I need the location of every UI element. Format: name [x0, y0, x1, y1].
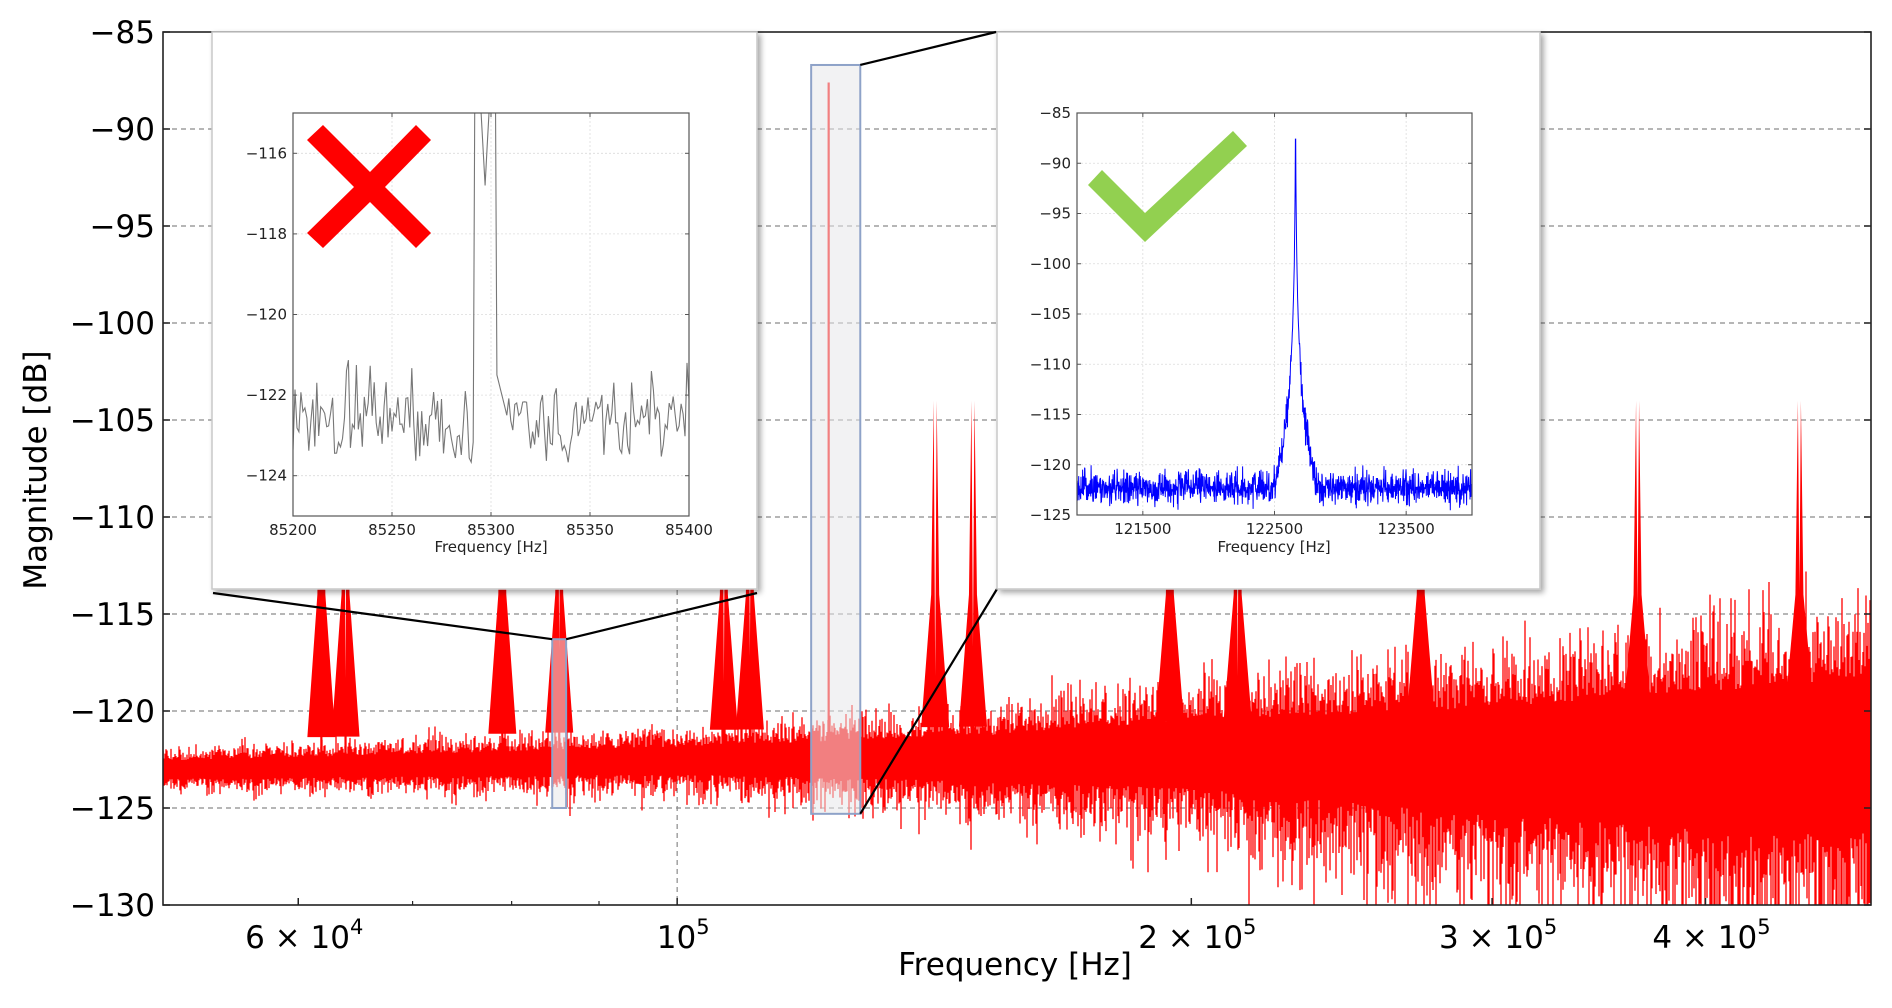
inset-y-tick-label: −115 — [1030, 406, 1071, 424]
spectrum-resonance — [1623, 400, 1652, 713]
inset-y-tick-label: −95 — [1039, 205, 1071, 223]
zoom-region-right — [810, 63, 862, 815]
inset-x-tick-label: 121500 — [1114, 520, 1171, 538]
inset-x-tick-label: 85300 — [467, 521, 515, 539]
y-tick-label: −105 — [70, 403, 155, 439]
inset-left-x-label: Frequency [Hz] — [434, 538, 547, 556]
spectrum-resonance — [1223, 400, 1252, 721]
spectrum-resonance — [709, 400, 738, 730]
spectrum-resonance — [958, 400, 987, 727]
x-tick-label: 6 × 104 — [245, 915, 363, 956]
x-tick-label-exponent: 4 — [350, 915, 363, 939]
x-tick-label-base: 2 × 10 — [1138, 920, 1243, 956]
y-tick-label: −130 — [70, 888, 155, 924]
zoom-connectors — [212, 30, 998, 815]
x-tick-label-exponent: 5 — [1544, 915, 1557, 939]
inset-right-ticks: 121500 122500 123500 −85 −90 −95 −100 −105 −110 −… — [1030, 104, 1472, 538]
inset-left-ticks: 85200 85250 85300 85350 85400 −116 −118 −120 −12… — [246, 113, 713, 539]
connector-right-a — [860, 30, 997, 67]
checkmark-icon — [1088, 131, 1247, 242]
y-tick-label: −120 — [70, 694, 155, 730]
connector-right-b — [859, 588, 998, 815]
x-tick-label-exponent: 5 — [1757, 915, 1770, 939]
x-tick-label: 4 × 105 — [1652, 915, 1770, 956]
inset-right: 121500 122500 123500 −85 −90 −95 −100 −105 −110 −… — [996, 31, 1541, 590]
y-tick-label: −110 — [70, 500, 155, 536]
y-tick-label: −95 — [90, 209, 155, 245]
spectrum-resonance — [735, 400, 764, 730]
x-tick-label-base: 3 × 10 — [1439, 920, 1544, 956]
spectrum-resonance — [331, 400, 360, 737]
inset-y-tick-label: −105 — [1030, 305, 1071, 323]
spectrum-resonance — [921, 400, 950, 728]
x-tick-label-base: 4 × 10 — [1652, 920, 1757, 956]
inset-x-tick-label: 85400 — [665, 521, 713, 539]
y-tick-label: −85 — [90, 15, 155, 51]
x-tick-label-base: 10 — [657, 920, 696, 956]
inset-y-tick-label: −90 — [1039, 154, 1071, 172]
inset-y-tick-label: −122 — [246, 386, 287, 404]
spectrum-resonance — [1785, 400, 1814, 706]
x-tick-label-base: 6 × 10 — [245, 920, 350, 956]
inset-left-line — [293, 113, 689, 465]
x-tick-label: 2 × 105 — [1138, 915, 1256, 956]
inset-left: 85200 85250 85300 85350 85400 −116 −118 −120 −12… — [211, 31, 758, 590]
x-axis-label: Frequency [Hz] — [898, 947, 1132, 983]
zoom-regions — [551, 63, 862, 815]
inset-right-line — [1077, 138, 1472, 511]
inset-y-tick-label: −120 — [246, 306, 287, 324]
y-tick-label: −125 — [70, 791, 155, 827]
inset-x-tick-label: 85350 — [566, 521, 614, 539]
inset-x-tick-label: 85250 — [368, 521, 416, 539]
zoom-region-left — [551, 638, 568, 809]
inset-right-spectrum — [1077, 138, 1472, 511]
inset-y-tick-label: −120 — [1030, 456, 1071, 474]
inset-y-tick-label: −125 — [1030, 506, 1071, 524]
inset-left-panel — [211, 31, 758, 590]
spectrum-noise-band — [163, 571, 1871, 905]
inset-left-spectrum — [293, 113, 689, 465]
main-ticks: −85 −90 −95 −100 −105 −110 −115 −120 −125 −130 6 ×… — [70, 15, 1871, 956]
x-tick-label-exponent: 5 — [696, 915, 709, 939]
x-tick-label: 3 × 105 — [1439, 915, 1557, 956]
inset-right-panel — [996, 31, 1541, 590]
inset-x-tick-label: 123500 — [1378, 520, 1435, 538]
inset-x-tick-label: 122500 — [1246, 520, 1303, 538]
inset-y-tick-label: −118 — [246, 225, 287, 243]
inset-y-tick-label: −110 — [1030, 355, 1071, 373]
x-tick-label-exponent: 5 — [1243, 915, 1256, 939]
cross-icon — [307, 125, 431, 248]
inset-y-tick-label: −124 — [246, 467, 287, 485]
y-axis-label: Magnitude [dB] — [18, 350, 54, 589]
y-tick-label: −90 — [90, 112, 155, 148]
y-tick-label: −115 — [70, 597, 155, 633]
inset-right-x-label: Frequency [Hz] — [1217, 538, 1330, 556]
inset-x-tick-label: 85200 — [269, 521, 317, 539]
connector-left-a — [212, 591, 553, 641]
x-tick-label: 105 — [657, 915, 710, 956]
inset-y-tick-label: −116 — [246, 144, 287, 162]
connector-left-b — [565, 591, 758, 641]
inset-y-tick-label: −100 — [1030, 255, 1071, 273]
inset-y-tick-label: −85 — [1039, 104, 1071, 122]
y-tick-label: −100 — [70, 306, 155, 342]
